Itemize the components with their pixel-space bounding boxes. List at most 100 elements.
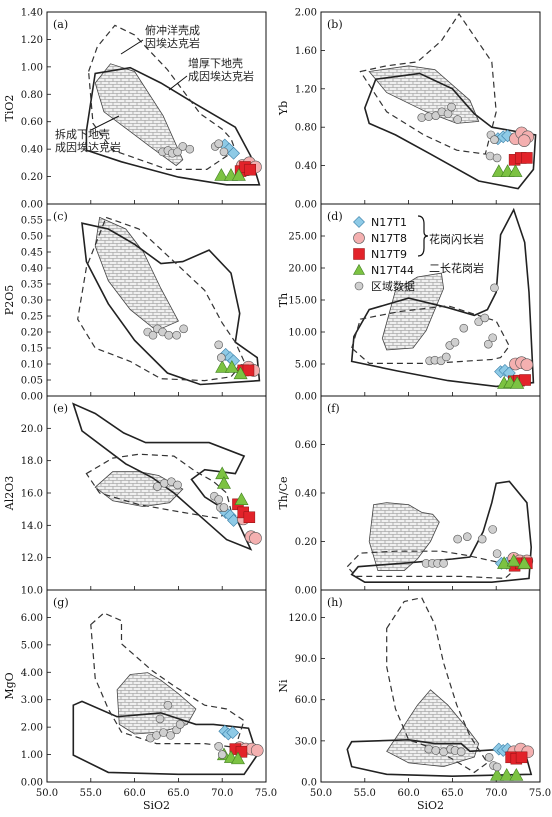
- point-regional: [490, 135, 499, 144]
- y-tick-label: 10.0: [21, 586, 43, 597]
- annotation-arrow-delaminated: [90, 115, 120, 131]
- point-regional: [163, 700, 173, 710]
- point-N17T44: [491, 164, 506, 177]
- point-regional: [484, 339, 493, 349]
- point-regional: [417, 113, 427, 122]
- point-regional: [459, 323, 469, 333]
- y-tick-label: 14.0: [21, 521, 43, 532]
- y-tick-label: 0.40: [295, 161, 317, 172]
- point-regional: [484, 753, 494, 762]
- point-N17T1: [227, 146, 241, 160]
- legend-label-N17T9: N17T9: [371, 248, 407, 261]
- point-regional: [453, 534, 462, 544]
- point-regional: [492, 762, 502, 772]
- panel-label: (d): [327, 210, 343, 223]
- dashed-field-outline: [359, 12, 497, 155]
- annotation-delaminated: 成因埃达克岩: [55, 140, 121, 154]
- panel-label: (f): [327, 402, 340, 415]
- y-tick-label: 30.0: [295, 736, 317, 747]
- y-tick-label: 0.00: [21, 200, 43, 211]
- y-tick-label: 20.00: [288, 264, 317, 275]
- point-N17T44: [508, 164, 523, 177]
- point-N17T44: [233, 366, 248, 380]
- x-tick-label: 75.0: [529, 788, 551, 799]
- point-regional: [474, 317, 483, 327]
- point-regional: [214, 340, 223, 350]
- x-tick-label: 65.0: [441, 788, 463, 799]
- y-tick-label: 1.00: [21, 750, 43, 761]
- point-N17T44: [215, 360, 230, 373]
- point-regional: [480, 313, 490, 323]
- y-tick-label: 10.00: [288, 328, 317, 339]
- y-tick-label: 60.0: [295, 695, 317, 706]
- point-regional: [175, 720, 185, 729]
- point-regional: [492, 153, 502, 163]
- y-tick-label: 0.25: [21, 312, 43, 323]
- y-axis-label: Th: [277, 293, 290, 307]
- y-tick-label: 0.80: [295, 123, 317, 134]
- point-regional: [462, 532, 472, 541]
- y-axis-label: P2O5: [3, 285, 16, 315]
- legend-brace: [417, 215, 429, 257]
- y-axis-label: Yb: [277, 101, 290, 116]
- y-tick-label: 0.0: [301, 778, 317, 789]
- point-regional: [490, 283, 499, 293]
- point-N17T44: [499, 768, 514, 781]
- panel-label: (b): [327, 18, 343, 31]
- point-regional: [179, 324, 188, 334]
- point-N17T9: [235, 746, 248, 758]
- dashed-field-outline: [77, 216, 245, 382]
- annotation-arrow-thickened: [168, 75, 188, 91]
- y-tick-label: 1.60: [295, 46, 317, 57]
- y-tick-label: 90.0: [295, 654, 317, 665]
- point-N17T44: [517, 556, 532, 569]
- y-tick-label: 0.40: [21, 264, 43, 275]
- point-regional: [153, 482, 162, 491]
- y-tick-label: 0.10: [21, 360, 43, 371]
- y-tick-label: 0.20: [295, 537, 317, 548]
- annotation-oceanic: 俯冲洋壳成: [145, 23, 200, 37]
- annotation-delaminated: 拆成下地壳: [55, 127, 110, 141]
- x-tick-label: 50.0: [310, 788, 332, 799]
- point-regional: [431, 746, 441, 755]
- point-regional: [431, 111, 441, 120]
- chart-panel-6: 0.00 0.20 0.40 0.60 (f) Th/Ce: [277, 395, 541, 597]
- y-tick-label: 2.00: [295, 8, 317, 19]
- point-regional: [488, 525, 497, 534]
- legend-marker-N17T44: [352, 263, 366, 275]
- point-regional: [173, 480, 182, 490]
- chart-panel-1: 0.00 0.20 0.40 0.60 0.80 1.00 1.20 1.40 (a) TiO2: [3, 8, 267, 211]
- x-tick-label: 55.0: [354, 788, 376, 799]
- y-tick-label: 0.80: [21, 90, 43, 101]
- point-N17T44: [490, 768, 505, 781]
- y-tick-label: 120.0: [288, 613, 317, 624]
- legend-marker-regional: [354, 281, 364, 291]
- legend-marker-N17T1: [353, 216, 365, 228]
- x-tick-label: 70.0: [211, 788, 233, 799]
- legend-label-N17T1: N17T1: [371, 216, 407, 229]
- point-N17T9: [515, 751, 528, 764]
- y-tick-label: 0.20: [21, 172, 43, 183]
- y-tick-label: 0.00: [295, 392, 317, 403]
- panel-label: (h): [327, 596, 343, 609]
- solid-field-outline: [350, 207, 535, 388]
- point-N17T44: [214, 168, 229, 181]
- point-regional: [173, 147, 182, 157]
- point-regional: [424, 112, 434, 121]
- hatched-field: [94, 63, 184, 167]
- y-axis-label: Ni: [277, 679, 290, 693]
- y-tick-label: 5.00: [295, 360, 317, 371]
- dashed-field-outline: [90, 612, 245, 749]
- point-N17T1: [226, 726, 240, 740]
- point-N17T44: [230, 751, 245, 765]
- point-regional: [443, 109, 453, 119]
- point-N17T8: [520, 358, 534, 371]
- y-tick-label: 0.20: [21, 328, 43, 339]
- panel-label: (c): [53, 210, 68, 223]
- point-regional: [214, 495, 223, 504]
- hatched-field: [94, 216, 179, 332]
- point-N17T44: [231, 168, 246, 181]
- point-regional: [217, 750, 227, 759]
- y-tick-label: 3.00: [21, 695, 43, 706]
